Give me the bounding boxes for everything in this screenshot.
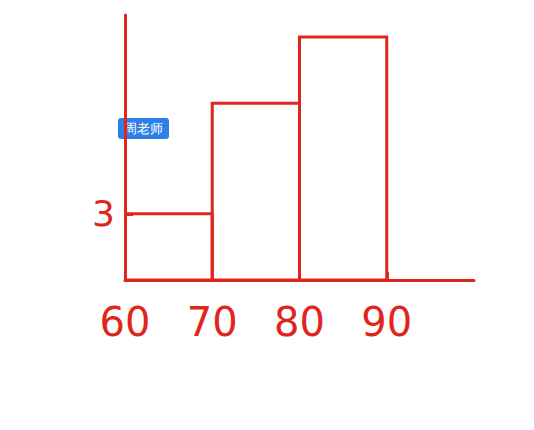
svg-text:3: 3 bbox=[92, 193, 115, 234]
svg-text:80: 80 bbox=[274, 299, 325, 345]
svg-text:70: 70 bbox=[187, 299, 238, 345]
svg-text:周老师: 周老师 bbox=[124, 121, 163, 136]
svg-text:90: 90 bbox=[361, 299, 412, 345]
svg-text:60: 60 bbox=[100, 299, 151, 345]
